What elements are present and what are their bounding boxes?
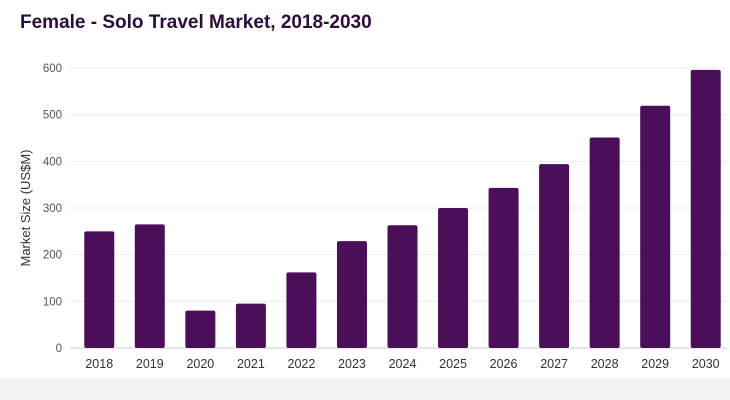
bar-2024 bbox=[387, 225, 418, 348]
x-tick-label: 2022 bbox=[288, 357, 316, 371]
y-axis-title: Market Size (US$M) bbox=[18, 149, 33, 266]
bar-2027 bbox=[539, 164, 570, 348]
x-tick-label: 2019 bbox=[136, 357, 164, 371]
x-tick-label: 2024 bbox=[389, 357, 417, 371]
y-tick-label: 500 bbox=[43, 110, 62, 122]
x-tick-label: 2030 bbox=[692, 357, 720, 371]
x-tick-label: 2028 bbox=[591, 357, 619, 371]
x-tick-label: 2025 bbox=[439, 357, 467, 371]
bar-2029 bbox=[640, 105, 671, 348]
bar-2019 bbox=[134, 224, 165, 348]
x-tick-label: 2023 bbox=[338, 357, 366, 371]
bottom-band bbox=[0, 378, 730, 400]
y-tick-label: 100 bbox=[43, 296, 62, 308]
bar-2018 bbox=[84, 231, 115, 348]
bar-2021 bbox=[235, 303, 266, 348]
x-tick-label: 2029 bbox=[641, 357, 669, 371]
y-tick-label: 400 bbox=[43, 156, 62, 168]
axis-layer: 0 100 200 300 400 500 600 2018 2019 2020 2021 2022 2… bbox=[43, 63, 720, 371]
x-tick-label: 2027 bbox=[540, 357, 568, 371]
x-tick-label: 2020 bbox=[186, 357, 214, 371]
bar-2022 bbox=[286, 272, 317, 348]
x-tick-label: 2021 bbox=[237, 357, 265, 371]
y-tick-label: 0 bbox=[56, 343, 62, 355]
y-tick-label: 200 bbox=[43, 250, 62, 262]
bar-2028 bbox=[589, 137, 620, 348]
bar-2026 bbox=[488, 187, 519, 348]
y-tick-label: 300 bbox=[43, 203, 62, 215]
bar-2030 bbox=[690, 69, 721, 348]
bar-layer bbox=[84, 69, 721, 348]
chart-title: Female - Solo Travel Market, 2018-2030 bbox=[20, 12, 372, 33]
x-tick-label: 2018 bbox=[85, 357, 113, 371]
bar-2023 bbox=[336, 241, 367, 348]
y-tick-label: 600 bbox=[43, 63, 62, 75]
bar-2020 bbox=[185, 310, 216, 348]
bar-2025 bbox=[438, 208, 469, 348]
x-tick-label: 2026 bbox=[490, 357, 518, 371]
